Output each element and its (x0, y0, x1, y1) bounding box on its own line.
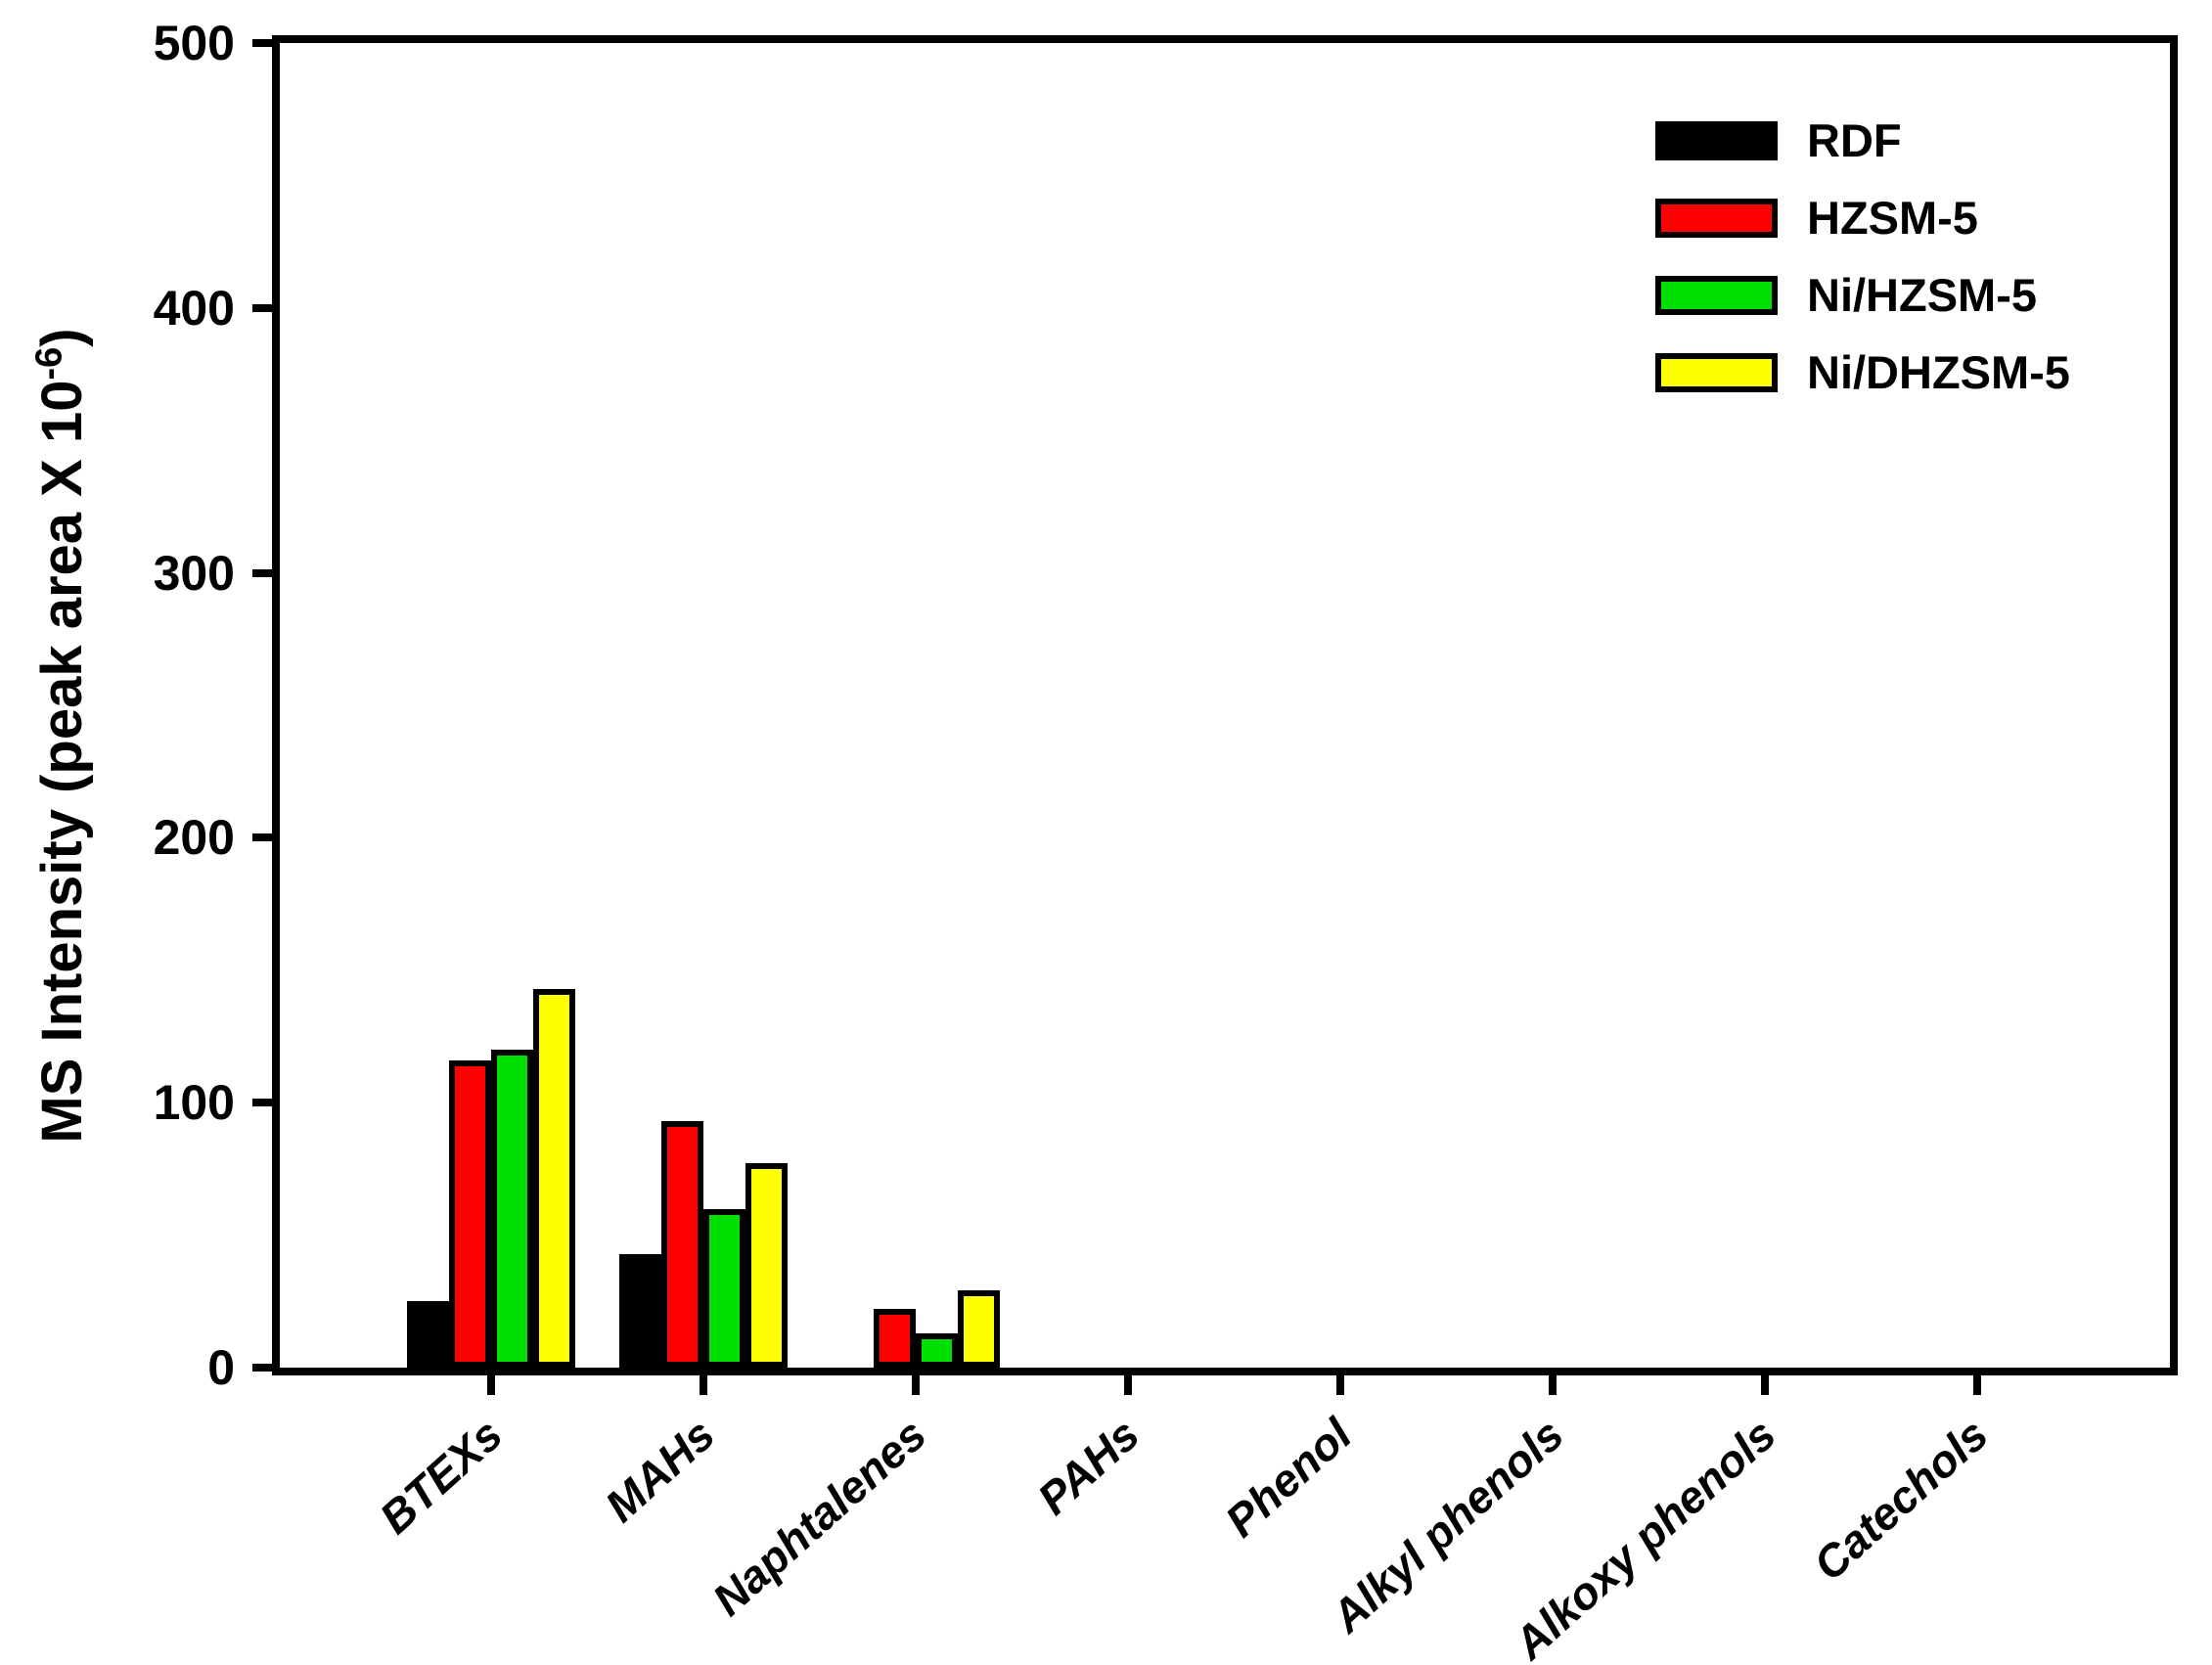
plot-frame (272, 35, 2178, 1375)
legend-swatch-ni-dhzsm-5 (1655, 352, 1778, 392)
x-axis-category-label: Phenol (1215, 1408, 1361, 1548)
legend: RDF HZSM-5 Ni/HZSM-5 Ni/DHZSM-5 (1655, 117, 2070, 395)
y-axis-tick (252, 1364, 272, 1372)
y-axis-tick-label: 400 (153, 281, 235, 336)
bar-naphtalenes-hzsm-5 (874, 1309, 916, 1368)
y-axis-title: MS Intensity (peak area X 10-6) (29, 328, 94, 1143)
plot-area (252, 39, 2170, 1395)
legend-swatch-ni-hzsm-5 (1655, 275, 1778, 315)
y-axis-tick (252, 569, 272, 577)
bar-naphtalenes-ni-hzsm-5 (916, 1333, 958, 1368)
x-axis-tick (1761, 1375, 1769, 1395)
legend-row: HZSM-5 (1655, 195, 2070, 241)
y-axis-title-text: MS Intensity (peak area X 10 (30, 380, 94, 1144)
x-axis-category-label: BTEXs (369, 1408, 512, 1544)
bar-naphtalenes-ni-dhzsm-5 (958, 1290, 1000, 1368)
legend-swatch-rdf (1655, 120, 1778, 160)
bar-mahs-rdf (619, 1254, 661, 1368)
x-axis-tick (1124, 1375, 1132, 1395)
legend-label: Ni/DHZSM-5 (1807, 346, 2070, 398)
bar-btexs-hzsm-5 (449, 1060, 491, 1368)
legend-swatch-hzsm-5 (1655, 198, 1778, 238)
x-axis-tick (1336, 1375, 1344, 1395)
y-axis-tick (252, 304, 272, 312)
bar-mahs-ni-hzsm-5 (703, 1209, 745, 1368)
y-axis-tick-label: 300 (153, 546, 235, 601)
legend-row: RDF (1655, 117, 2070, 163)
x-axis-tick (1549, 1375, 1557, 1395)
x-axis-category-label: PAHs (1027, 1408, 1149, 1525)
x-axis-tick (912, 1375, 920, 1395)
legend-label: Ni/HZSM-5 (1807, 269, 2037, 321)
bar-mahs-hzsm-5 (661, 1121, 703, 1368)
y-axis-tick (252, 39, 272, 47)
x-axis-tick (1973, 1375, 1981, 1395)
legend-label: HZSM-5 (1807, 192, 1978, 244)
x-axis-category-label: Naphtalenes (702, 1408, 936, 1626)
bar-btexs-rdf (407, 1301, 449, 1368)
legend-row: Ni/DHZSM-5 (1655, 349, 2070, 395)
legend-row: Ni/HZSM-5 (1655, 272, 2070, 318)
legend-label: RDF (1807, 114, 1902, 166)
x-axis-category-label: MAHs (595, 1408, 724, 1532)
bar-btexs-ni-hzsm-5 (491, 1050, 533, 1368)
y-axis-tick-label: 0 (207, 1340, 235, 1395)
x-axis-category-label: Catechols (1803, 1408, 1998, 1591)
bar-btexs-ni-dhzsm-5 (533, 989, 575, 1368)
y-axis-tick (252, 1099, 272, 1106)
y-axis-tick-label: 200 (153, 810, 235, 865)
y-axis-tick-label: 500 (153, 16, 235, 70)
x-axis-tick (700, 1375, 707, 1395)
x-axis-tick (487, 1375, 495, 1395)
y-axis-title-superscript: -6 (28, 346, 70, 381)
y-axis-tick (252, 833, 272, 841)
y-axis-tick-label: 100 (153, 1075, 235, 1130)
bar-mahs-ni-dhzsm-5 (745, 1163, 788, 1368)
